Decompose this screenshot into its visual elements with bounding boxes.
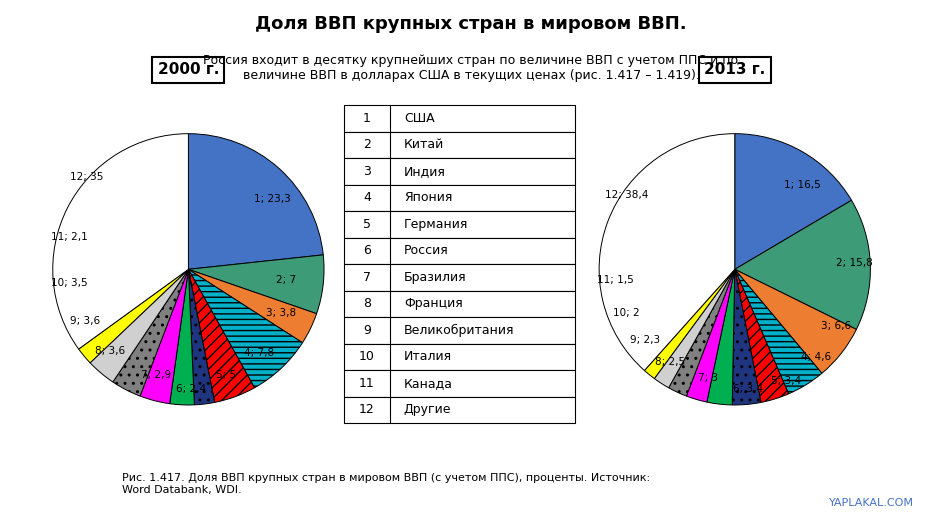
Bar	[344, 291, 575, 317]
Text: Россия входит в десятку крупнейших стран по величине ВВП с учетом ППС и по
велич: Россия входит в десятку крупнейших стран…	[203, 54, 739, 82]
Wedge shape	[188, 269, 302, 388]
Bar	[344, 397, 575, 423]
Text: 6; 3,4: 6; 3,4	[733, 384, 763, 393]
Bar	[344, 132, 575, 158]
Wedge shape	[188, 255, 324, 313]
Title: 2013 г.: 2013 г.	[704, 63, 766, 77]
Wedge shape	[188, 269, 317, 343]
Bar	[344, 105, 575, 132]
Bar	[344, 264, 575, 291]
Wedge shape	[188, 134, 323, 269]
Text: Франция: Франция	[404, 298, 463, 310]
Text: 8; 3,6: 8; 3,6	[94, 346, 124, 356]
Text: 9: 9	[363, 324, 371, 337]
Text: 10: 10	[359, 350, 375, 364]
Wedge shape	[170, 269, 194, 405]
Bar	[344, 238, 575, 264]
Text: 1: 1	[363, 112, 371, 125]
Text: 8; 2,5: 8; 2,5	[655, 357, 685, 367]
Text: 12; 38,4: 12; 38,4	[605, 190, 648, 200]
Bar	[344, 211, 575, 238]
Text: 4; 7,8: 4; 7,8	[244, 348, 274, 359]
Bar	[344, 344, 575, 370]
Wedge shape	[113, 269, 188, 396]
Text: 9; 3,6: 9; 3,6	[71, 316, 101, 326]
Bar	[344, 158, 575, 185]
Wedge shape	[735, 200, 870, 329]
Text: Индия: Индия	[404, 165, 446, 178]
Text: 2; 7: 2; 7	[276, 275, 296, 285]
Text: 8: 8	[363, 298, 371, 310]
Text: Россия: Россия	[404, 244, 448, 258]
Text: Германия: Германия	[404, 218, 468, 231]
Bar	[344, 185, 575, 211]
Wedge shape	[599, 134, 735, 370]
Text: Канада: Канада	[404, 377, 453, 390]
Wedge shape	[669, 269, 735, 396]
Wedge shape	[188, 269, 215, 405]
Text: Великобритания: Великобритания	[404, 324, 514, 337]
Wedge shape	[706, 269, 735, 405]
Wedge shape	[90, 269, 188, 382]
Text: 3; 3,8: 3; 3,8	[266, 308, 296, 318]
Wedge shape	[140, 269, 188, 404]
Text: Италия: Италия	[404, 350, 452, 364]
Text: 7; 2,9: 7; 2,9	[140, 370, 171, 380]
Text: YAPLAKAL.COM: YAPLAKAL.COM	[829, 498, 914, 508]
Text: Доля ВВП крупных стран в мировом ВВП.: Доля ВВП крупных стран в мировом ВВП.	[255, 15, 687, 33]
Text: США: США	[404, 112, 434, 125]
Wedge shape	[53, 134, 188, 349]
Text: Китай: Китай	[404, 139, 444, 151]
Text: 3: 3	[363, 165, 371, 178]
Text: 5: 5	[363, 218, 371, 231]
Text: 7; 3: 7; 3	[698, 373, 718, 383]
Text: 6; 2,4: 6; 2,4	[176, 384, 206, 393]
Text: Другие: Другие	[404, 403, 451, 417]
Text: 5; 5: 5; 5	[217, 370, 236, 380]
Wedge shape	[687, 269, 735, 402]
Text: 1; 23,3: 1; 23,3	[254, 194, 291, 204]
Wedge shape	[732, 269, 761, 405]
Text: 7: 7	[363, 271, 371, 284]
Wedge shape	[735, 269, 856, 373]
Text: 10; 3,5: 10; 3,5	[51, 278, 88, 288]
Text: 3; 6,6: 3; 6,6	[821, 321, 852, 331]
Text: 4: 4	[363, 191, 371, 205]
Text: Япония: Япония	[404, 191, 452, 205]
Wedge shape	[735, 269, 788, 402]
Title: 2000 г.: 2000 г.	[157, 63, 219, 77]
Text: 5; 3,4: 5; 3,4	[771, 376, 802, 386]
Text: Рис. 1.417. Доля ВВП крупных стран в мировом ВВП (с учетом ППС), проценты. Источ: Рис. 1.417. Доля ВВП крупных стран в мир…	[122, 473, 651, 495]
Bar	[344, 370, 575, 397]
Text: 12; 35: 12; 35	[70, 172, 104, 182]
Wedge shape	[735, 269, 821, 394]
Text: 2; 15,8: 2; 15,8	[836, 258, 872, 268]
Wedge shape	[188, 269, 254, 402]
Bar	[344, 317, 575, 344]
Text: 2: 2	[363, 139, 371, 151]
Text: 1; 16,5: 1; 16,5	[784, 180, 821, 190]
Text: Бразилия: Бразилия	[404, 271, 466, 284]
Text: 12: 12	[359, 403, 375, 417]
Wedge shape	[655, 269, 735, 388]
Text: 9; 2,3: 9; 2,3	[630, 335, 660, 345]
Text: 11: 11	[359, 377, 375, 390]
Text: 10; 2: 10; 2	[613, 308, 640, 318]
Wedge shape	[644, 269, 735, 379]
Wedge shape	[735, 134, 852, 269]
Text: 11; 2,1: 11; 2,1	[51, 232, 88, 242]
Wedge shape	[79, 269, 188, 363]
Text: 11; 1,5: 11; 1,5	[597, 275, 634, 285]
Text: 6: 6	[363, 244, 371, 258]
Text: 4; 4,6: 4; 4,6	[801, 352, 831, 363]
